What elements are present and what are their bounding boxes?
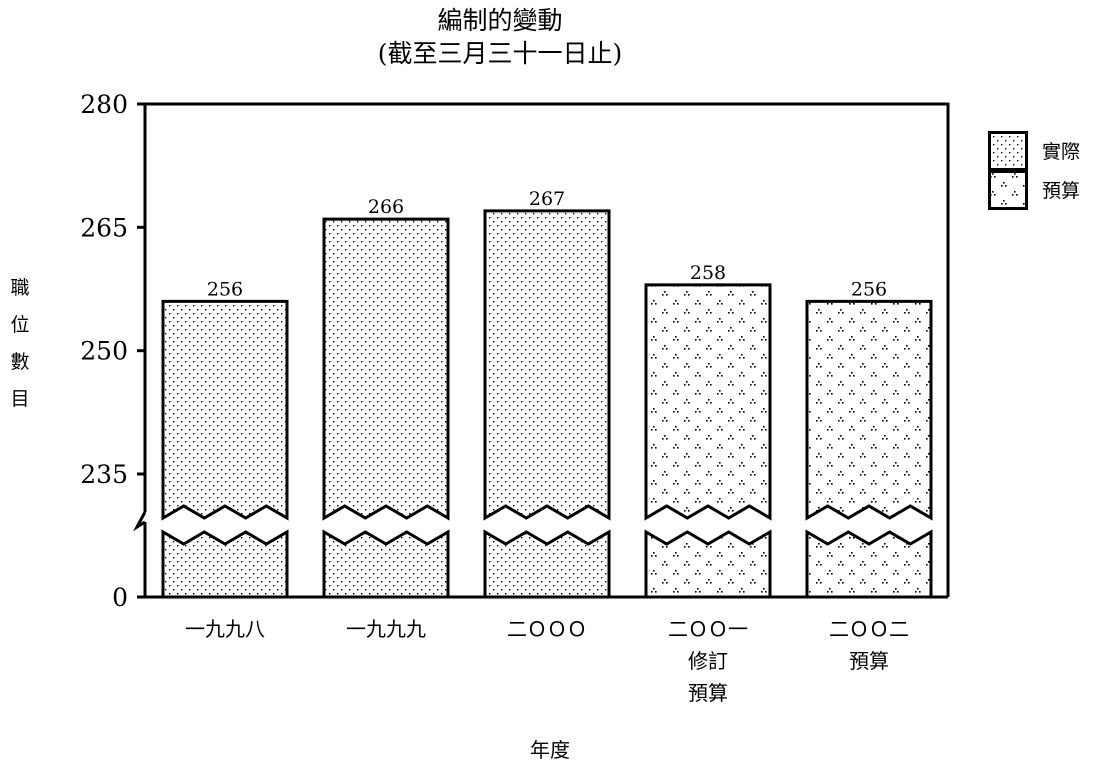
y-axis-label-char: 職 [10,277,30,299]
legend-swatch-actual [988,131,1028,171]
axis-break-mark [133,511,147,532]
labels-layer: 256一九九八266一九九九267二ＯＯＯ258二ＯＯ一修訂預算256二ＯＯ二預… [80,90,909,705]
bar-upper [644,283,772,521]
bar-upper [161,299,289,521]
x-tick-label: 一九九八 [185,617,265,641]
y-axis-label-char: 數 [10,351,30,373]
data-label: 256 [851,278,887,300]
legend-label-budget: 預算 [1042,180,1081,202]
bar [805,299,933,599]
bar [483,209,611,599]
x-axis-label: 年度 [530,738,570,762]
y-tick-label: 250 [80,337,128,366]
bar-lower [322,529,450,599]
chart-title-line-2: (截至三月三十一日止) [377,39,623,68]
x-tick-label: 修訂 [688,649,728,673]
bar-lower [644,529,772,599]
bar-upper [805,299,933,521]
data-label: 258 [690,262,726,284]
data-label: 266 [368,196,404,218]
bar [644,283,772,599]
bar-lower [161,529,289,599]
y-tick-label: 280 [80,90,128,119]
y-tick-label: 235 [80,460,128,489]
plot-border [145,102,950,597]
y-tick-label: 0 [112,583,128,612]
chart-title: 編制的變動 (截至三月三十一日止) [300,4,700,70]
y-axis-label-char: 目 [10,388,30,410]
legend-label-actual: 實際 [1042,141,1081,163]
data-label: 267 [529,188,565,210]
bar-upper [322,217,450,521]
x-tick-label: 二ＯＯ一 [668,617,748,641]
bar [161,299,289,599]
bar [322,217,450,599]
x-tick-label: 預算 [849,649,889,673]
bar-lower [483,529,611,599]
x-tick-label: 二ＯＯ二 [829,617,909,641]
bar-lower [805,529,933,599]
y-axis-label: 職 位 數 目 [6,270,34,418]
y-axis-label-char: 位 [10,314,30,336]
bars-layer [161,209,933,599]
bar-upper [483,209,611,521]
data-label: 256 [207,278,243,300]
x-tick-label: 預算 [688,681,728,705]
x-tick-label: 二ＯＯＯ [507,617,587,641]
axes-layer [133,102,950,599]
chart-title-line-1: 編制的變動 [437,6,563,35]
y-tick-label: 265 [80,213,128,242]
x-tick-label: 一九九九 [346,617,426,641]
legend-swatch-budget [988,170,1028,210]
